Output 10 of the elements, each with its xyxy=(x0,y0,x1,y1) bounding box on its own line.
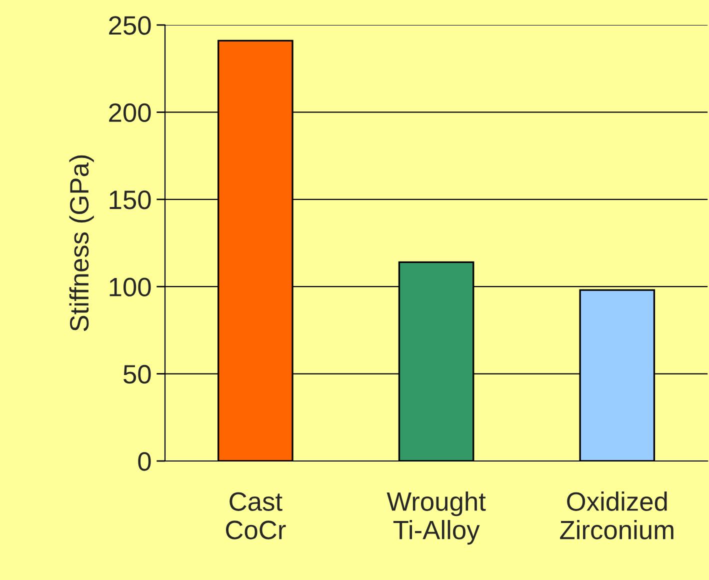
y-tick-label: 200 xyxy=(109,103,151,122)
y-axis-title: Stiffness (GPa) xyxy=(69,155,94,332)
y-tick-label: 0 xyxy=(138,452,151,471)
y-tick-label: 250 xyxy=(109,16,151,35)
y-tick-label: 150 xyxy=(110,190,151,210)
y-tick-label: 50 xyxy=(124,364,151,384)
x-tick-label: Cast CoCr xyxy=(226,492,286,540)
y-tick-label: 100 xyxy=(110,278,151,296)
x-tick-label: Oxidized Zirconium xyxy=(560,492,674,540)
x-tick-label: Wrought Ti-Alloy xyxy=(386,492,486,545)
